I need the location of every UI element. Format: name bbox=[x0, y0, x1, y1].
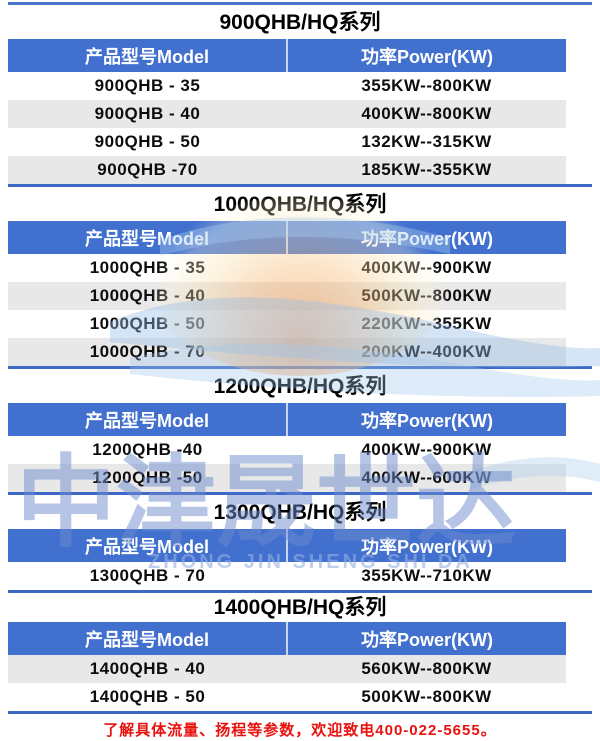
col-header-power: 功率Power(KW) bbox=[286, 529, 566, 562]
table-row: 1200QHB -50 400KW--600KW bbox=[8, 464, 566, 492]
series-section: 900QHB/HQ系列 产品型号Model 功率Power(KW) 900QHB… bbox=[0, 5, 600, 187]
table-header-row: 产品型号Model 功率Power(KW) bbox=[8, 622, 566, 655]
model-cell: 1300QHB - 70 bbox=[89, 566, 206, 585]
col-header-model: 产品型号Model bbox=[85, 410, 209, 431]
model-cell: 1000QHB - 50 bbox=[89, 314, 206, 333]
section-divider bbox=[8, 492, 592, 495]
model-cell: 1200QHB -50 bbox=[92, 468, 203, 487]
table-row: 900QHB - 50 132KW--315KW bbox=[8, 128, 566, 156]
power-cell: 132KW--315KW bbox=[361, 132, 492, 151]
series-section: 1000QHB/HQ系列 产品型号Model 功率Power(KW) 1000Q… bbox=[0, 187, 600, 369]
model-cell: 1400QHB - 40 bbox=[89, 659, 206, 678]
table-row: 1000QHB - 40 500KW--800KW bbox=[8, 282, 566, 310]
power-cell: 400KW--600KW bbox=[361, 468, 492, 487]
table-header-row: 产品型号Model 功率Power(KW) bbox=[8, 403, 566, 436]
model-cell: 1000QHB - 70 bbox=[89, 342, 206, 361]
model-cell: 900QHB - 50 bbox=[94, 132, 201, 151]
col-header-model: 产品型号Model bbox=[85, 536, 209, 557]
power-cell: 220KW--355KW bbox=[361, 314, 492, 333]
model-cell: 900QHB -70 bbox=[97, 160, 198, 179]
section-divider bbox=[8, 590, 592, 593]
model-cell: 1200QHB -40 bbox=[92, 440, 203, 459]
table-row: 900QHB -70 185KW--355KW bbox=[8, 156, 566, 184]
table-row: 1000QHB - 50 220KW--355KW bbox=[8, 310, 566, 338]
model-cell: 1000QHB - 40 bbox=[89, 286, 206, 305]
spec-table: 产品型号Model 功率Power(KW) 1200QHB -40 400KW--… bbox=[8, 403, 566, 492]
col-header-model: 产品型号Model bbox=[85, 46, 209, 67]
spec-table: 产品型号Model 功率Power(KW) 1300QHB - 70 355KW-… bbox=[8, 529, 566, 590]
series-section: 1400QHB/HQ系列 产品型号Model 功率Power(KW) 1400Q… bbox=[0, 593, 600, 714]
table-row: 1000QHB - 70 200KW--400KW bbox=[8, 338, 566, 366]
power-cell: 200KW--400KW bbox=[361, 342, 492, 361]
col-header-power: 功率Power(KW) bbox=[286, 221, 566, 254]
table-row: 1200QHB -40 400KW--900KW bbox=[8, 436, 566, 464]
top-divider bbox=[8, 2, 592, 5]
model-cell: 900QHB - 35 bbox=[94, 76, 201, 95]
series-section: 1200QHB/HQ系列 产品型号Model 功率Power(KW) 1200Q… bbox=[0, 369, 600, 495]
spec-table: 产品型号Model 功率Power(KW) 1000QHB - 35 400KW-… bbox=[8, 221, 566, 366]
power-cell: 400KW--800KW bbox=[361, 104, 492, 123]
table-row: 1400QHB - 50 500KW--800KW bbox=[8, 683, 566, 711]
col-header-power: 功率Power(KW) bbox=[286, 39, 566, 72]
col-header-model: 产品型号Model bbox=[85, 629, 209, 650]
power-cell: 560KW--800KW bbox=[361, 659, 492, 678]
col-header-model: 产品型号Model bbox=[85, 228, 209, 249]
col-header-power: 功率Power(KW) bbox=[286, 403, 566, 436]
series-title: 1400QHB/HQ系列 bbox=[213, 596, 387, 619]
power-cell: 400KW--900KW bbox=[361, 258, 492, 277]
table-row: 900QHB - 35 355KW--800KW bbox=[8, 72, 566, 100]
power-cell: 500KW--800KW bbox=[361, 687, 492, 706]
series-title: 1300QHB/HQ系列 bbox=[213, 501, 387, 524]
table-row: 1400QHB - 40 560KW--800KW bbox=[8, 655, 566, 683]
table-row: 1000QHB - 35 400KW--900KW bbox=[8, 254, 566, 282]
series-title: 1200QHB/HQ系列 bbox=[213, 375, 387, 398]
series-sections: 900QHB/HQ系列 产品型号Model 功率Power(KW) 900QHB… bbox=[0, 5, 600, 714]
table-header-row: 产品型号Model 功率Power(KW) bbox=[8, 529, 566, 562]
model-cell: 900QHB - 40 bbox=[94, 104, 201, 123]
power-cell: 355KW--710KW bbox=[361, 566, 492, 585]
contact-notice: 了解具体流量、扬程等参数，欢迎致电400-022-5655。 bbox=[103, 722, 497, 739]
spec-table: 产品型号Model 功率Power(KW) 1400QHB - 40 560KW-… bbox=[8, 622, 566, 711]
power-cell: 185KW--355KW bbox=[361, 160, 492, 179]
table-header-row: 产品型号Model 功率Power(KW) bbox=[8, 39, 566, 72]
section-divider bbox=[8, 184, 592, 187]
power-cell: 500KW--800KW bbox=[361, 286, 492, 305]
model-cell: 1000QHB - 35 bbox=[89, 258, 206, 277]
power-cell: 355KW--800KW bbox=[361, 76, 492, 95]
power-cell: 400KW--900KW bbox=[361, 440, 492, 459]
series-title: 900QHB/HQ系列 bbox=[219, 11, 381, 34]
spec-table: 产品型号Model 功率Power(KW) 900QHB - 35 355KW--… bbox=[8, 39, 566, 184]
table-row: 1300QHB - 70 355KW--710KW bbox=[8, 562, 566, 590]
series-title: 1000QHB/HQ系列 bbox=[213, 193, 387, 216]
table-header-row: 产品型号Model 功率Power(KW) bbox=[8, 221, 566, 254]
col-header-power: 功率Power(KW) bbox=[286, 622, 566, 655]
table-row: 900QHB - 40 400KW--800KW bbox=[8, 100, 566, 128]
section-divider bbox=[8, 711, 592, 714]
model-cell: 1400QHB - 50 bbox=[89, 687, 206, 706]
series-section: 1300QHB/HQ系列 产品型号Model 功率Power(KW) 1300Q… bbox=[0, 495, 600, 593]
